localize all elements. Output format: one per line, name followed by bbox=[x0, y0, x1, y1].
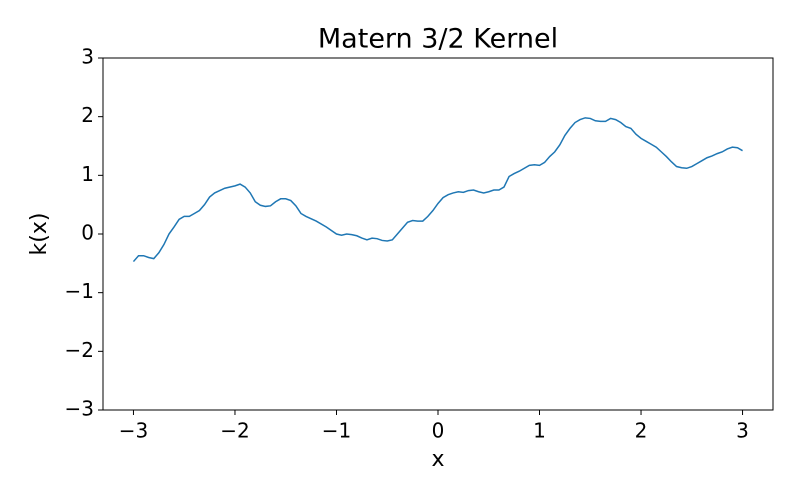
y-tick-label: 2 bbox=[81, 103, 94, 127]
y-tick-label: −3 bbox=[65, 397, 94, 421]
y-tick-label: 3 bbox=[81, 45, 94, 69]
y-tick-label: 0 bbox=[81, 221, 94, 245]
y-tick-label: −2 bbox=[65, 338, 94, 362]
y-tick-label: 1 bbox=[81, 162, 94, 186]
x-tick-label: 1 bbox=[533, 419, 546, 443]
x-tick-label: −3 bbox=[119, 419, 148, 443]
x-tick-label: 3 bbox=[736, 419, 749, 443]
x-axis-label: x bbox=[431, 447, 444, 472]
x-tick-label: 2 bbox=[635, 419, 648, 443]
y-axis-label: k(x) bbox=[27, 213, 52, 256]
x-tick-label: −2 bbox=[220, 419, 249, 443]
plot-frame bbox=[102, 57, 774, 411]
x-tick-label: 0 bbox=[432, 419, 445, 443]
y-tick-label: −1 bbox=[65, 279, 94, 303]
chart-title: Matern 3/2 Kernel bbox=[318, 24, 558, 55]
data-line bbox=[132, 117, 743, 263]
x-tick-label: −1 bbox=[322, 419, 351, 443]
